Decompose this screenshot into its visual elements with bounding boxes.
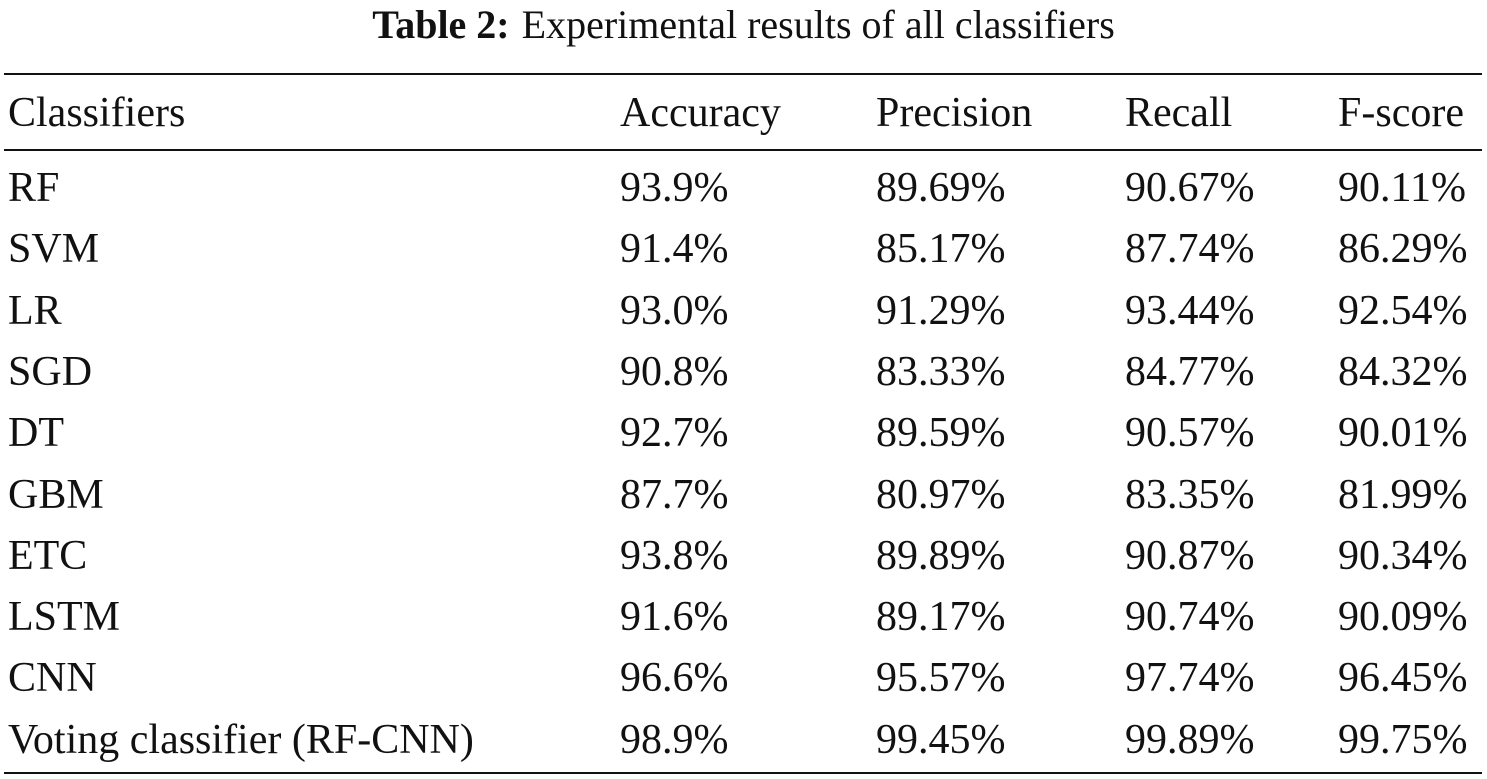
top-rule (4, 73, 1482, 75)
table-cell: 89.89% (876, 532, 1006, 579)
row-label: CNN (8, 655, 97, 702)
row-label: RF (8, 165, 60, 211)
table-cell: 87.7% (620, 471, 729, 518)
table-cell: 93.44% (1125, 287, 1255, 334)
row-label: GBM (8, 471, 104, 518)
table-cell: 83.35% (1125, 471, 1255, 518)
table-cell: 92.7% (620, 410, 729, 457)
table-cell: 84.77% (1125, 348, 1255, 395)
table-cell: 90.8% (620, 348, 729, 395)
table-cell: 97.74% (1125, 655, 1255, 702)
table-cell: 96.45% (1338, 655, 1468, 702)
table-cell: 80.97% (876, 471, 1006, 518)
table-cell: 91.6% (620, 594, 729, 641)
table-cell: 99.89% (1125, 716, 1255, 763)
table-cell: 90.34% (1338, 532, 1468, 579)
table-cell: 93.9% (620, 165, 729, 211)
table-cell: 99.45% (876, 716, 1006, 763)
table-cell: 84.32% (1338, 348, 1468, 395)
row-label: SGD (8, 348, 93, 395)
table-cell: 90.67% (1125, 165, 1255, 211)
table-cell: 86.29% (1338, 226, 1468, 273)
table-cell: 90.74% (1125, 594, 1255, 641)
header-rule (4, 149, 1482, 151)
table-cell: 90.87% (1125, 532, 1255, 579)
table-cell: 85.17% (876, 226, 1006, 273)
header-cell: Accuracy (620, 90, 781, 136)
header-cell: F-score (1338, 90, 1464, 136)
table-cell: 92.54% (1338, 287, 1468, 334)
caption-text: Experimental results of all classifiers (521, 2, 1115, 47)
table-cell: 93.0% (620, 287, 729, 334)
table-cell: 89.59% (876, 410, 1006, 457)
row-label: ETC (8, 532, 88, 579)
row-label: Voting classifier (RF-CNN) (8, 716, 474, 763)
caption-label: Table 2: (372, 2, 510, 47)
row-label: SVM (8, 226, 100, 273)
table-cell: 87.74% (1125, 226, 1255, 273)
table-cell: 95.57% (876, 655, 1006, 702)
table-cell: 90.57% (1125, 410, 1255, 457)
table-cell: 93.8% (620, 532, 729, 579)
table-cell: 99.75% (1338, 716, 1468, 763)
table-cell: 96.6% (620, 655, 729, 702)
table-cell: 91.4% (620, 226, 729, 273)
table-cell: 98.9% (620, 716, 729, 763)
row-label: DT (8, 410, 64, 457)
table-cell: 89.17% (876, 594, 1006, 641)
table-cell: 83.33% (876, 348, 1006, 395)
table-cell: 81.99% (1338, 471, 1468, 518)
table-cell: 91.29% (876, 287, 1006, 334)
row-label: LR (8, 287, 62, 334)
table-caption: Table 2: Experimental results of all clas… (0, 0, 1487, 50)
row-label: LSTM (8, 594, 121, 641)
header-cell: Precision (876, 90, 1033, 136)
table-cell: 90.11% (1338, 165, 1466, 211)
table-cell: 90.01% (1338, 410, 1468, 457)
header-cell: Recall (1125, 90, 1233, 136)
bottom-rule (4, 772, 1482, 774)
header-cell: Classifiers (8, 90, 186, 136)
table-cell: 89.69% (876, 165, 1006, 211)
table-cell: 90.09% (1338, 594, 1468, 641)
